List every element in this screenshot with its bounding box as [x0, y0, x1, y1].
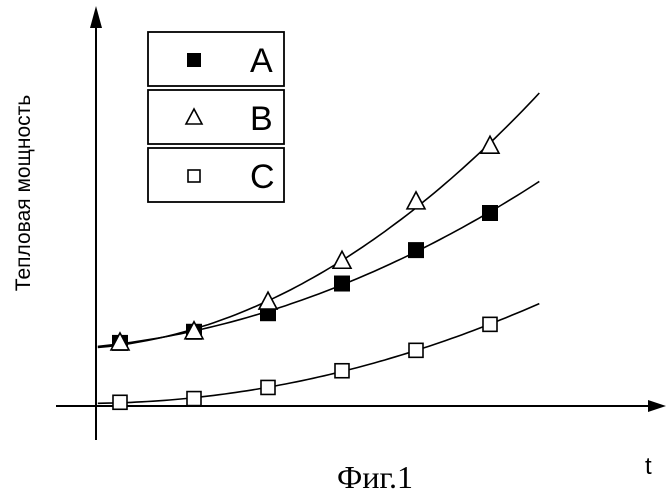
point-a-5: [408, 242, 424, 258]
point-b-5: [407, 192, 425, 209]
y-axis-arrow: [90, 6, 102, 28]
point-b-6: [481, 136, 499, 153]
point-c-1: [113, 395, 127, 409]
legend-label-a: A: [250, 42, 273, 80]
legend-marker-c: [188, 170, 200, 182]
point-c-4: [335, 364, 349, 378]
legend-marker-a: [187, 53, 201, 67]
point-b-3: [259, 292, 277, 309]
point-a-4: [334, 276, 350, 292]
point-c-5: [409, 343, 423, 357]
x-axis-arrow: [648, 400, 666, 412]
x-axis-label: t: [645, 453, 652, 480]
figure-caption: Фиг.1: [337, 459, 413, 495]
point-c-2: [187, 392, 201, 406]
legend-label-b: B: [250, 100, 273, 138]
point-a-6: [482, 205, 498, 221]
point-c-6: [483, 317, 497, 331]
point-b-4: [333, 251, 351, 268]
y-axis-label: Тепловая мощность: [12, 95, 35, 291]
trend-curve-c: [98, 304, 540, 404]
point-c-3: [261, 380, 275, 394]
legend: ABC: [148, 32, 284, 202]
legend-label-c: C: [250, 158, 275, 196]
trend-curve-a: [98, 181, 540, 346]
